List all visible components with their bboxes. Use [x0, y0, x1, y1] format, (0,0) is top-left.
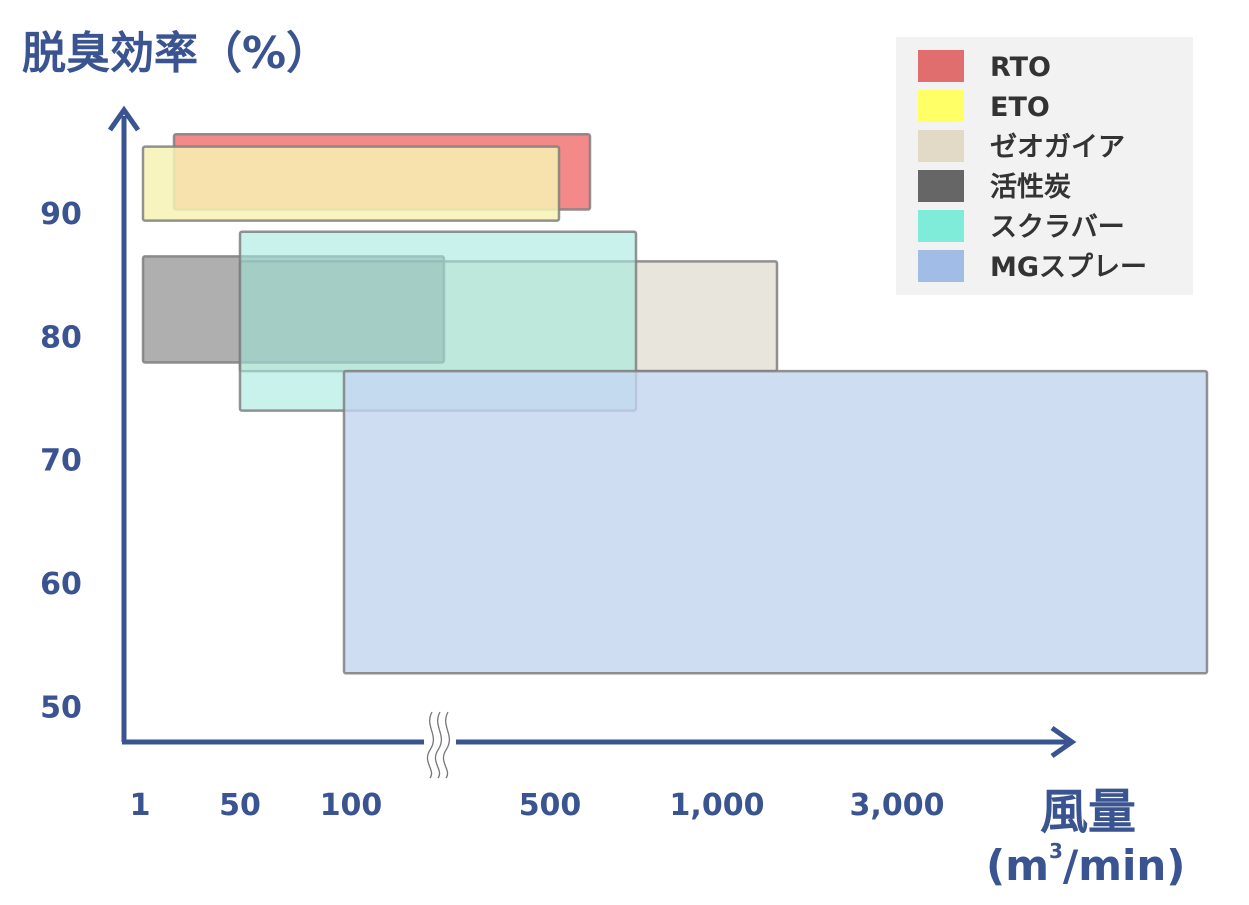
- legend-swatch-1: [918, 50, 964, 82]
- x-unit-open: (m: [986, 841, 1049, 890]
- x-tick-1-000: 1,000: [670, 788, 765, 823]
- y-tick-50: 50: [40, 690, 82, 725]
- legend-label-2: ETO: [990, 92, 1050, 123]
- legend-label-1: RTO: [990, 52, 1051, 83]
- y-axis-title: 脱臭効率（%）: [22, 28, 330, 79]
- legend-label-3: ゼオガイア: [990, 132, 1125, 163]
- range-boxes: [141, 133, 1209, 675]
- x-tick-labels: 1 50 100 500 1,000 3,000: [130, 788, 945, 823]
- y-tick-70: 70: [40, 444, 82, 479]
- axes: [107, 105, 1077, 759]
- y-axis-arrow: [107, 105, 141, 132]
- axis-break-line-3: [442, 711, 451, 779]
- x-tick-3-000: 3,000: [850, 788, 945, 823]
- y-tick-80: 80: [40, 320, 82, 355]
- y-tick-90: 90: [40, 197, 82, 232]
- y-tick-60: 60: [40, 567, 82, 602]
- x-axis-title: 風量: [1040, 784, 1136, 840]
- x-axis-arrow: [1050, 725, 1077, 759]
- box-6: [342, 369, 1209, 675]
- axis-break-mark: [424, 711, 456, 779]
- x-tick-500: 500: [519, 788, 582, 823]
- legend-label-5: スクラバー: [990, 212, 1125, 243]
- x-unit-rest: /min): [1063, 841, 1186, 890]
- legend-swatch-4: [918, 170, 964, 202]
- legend-swatch-2: [918, 90, 964, 122]
- legend-swatch-3: [918, 130, 964, 162]
- x-axis-unit: (m3/min): [986, 839, 1186, 890]
- axis-break-line-2: [434, 711, 443, 779]
- x-unit-superscript: 3: [1049, 839, 1063, 863]
- x-tick-50: 50: [219, 788, 261, 823]
- legend-label-4: 活性炭: [990, 172, 1071, 203]
- legend-swatch-5: [918, 210, 964, 242]
- legend-label-6: MGスプレー: [990, 252, 1147, 283]
- box-2: [141, 145, 561, 222]
- axis-break-line-1: [426, 711, 435, 779]
- legend-swatch-6: [918, 250, 964, 282]
- x-tick-100: 100: [320, 788, 383, 823]
- y-tick-labels: 50 60 70 80 90: [40, 197, 82, 725]
- x-tick-1: 1: [130, 788, 151, 823]
